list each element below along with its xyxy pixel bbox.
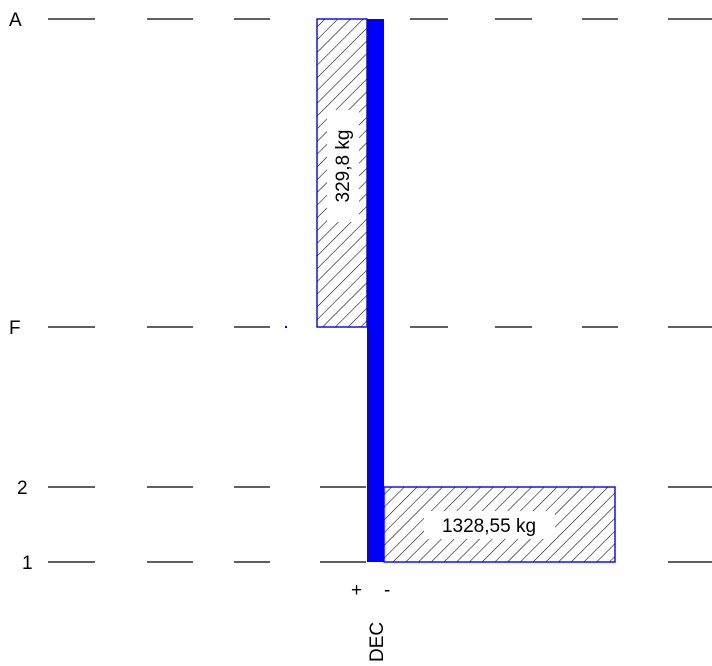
structural-member bbox=[367, 19, 384, 562]
level-label-f: F bbox=[9, 318, 21, 339]
level-label-a: A bbox=[9, 10, 22, 31]
load-label-bg-upper bbox=[327, 110, 359, 222]
level-label-1: 1 bbox=[22, 553, 33, 574]
load-label-upper: 329,8 kg bbox=[333, 130, 354, 203]
level-label-2: 2 bbox=[17, 478, 28, 499]
marker-dot bbox=[285, 326, 287, 328]
minus-sign: - bbox=[384, 580, 390, 601]
load-label-lower: 1328,55 kg bbox=[442, 516, 536, 537]
plus-sign: + bbox=[351, 580, 362, 601]
load-label-bg-lower bbox=[424, 511, 555, 539]
axis-caption: DEC bbox=[367, 622, 388, 662]
